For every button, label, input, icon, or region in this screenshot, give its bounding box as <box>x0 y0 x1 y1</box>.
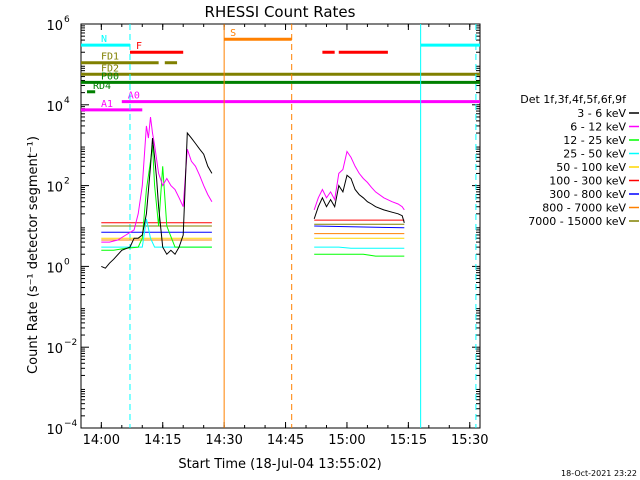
y-tick-exponent: 6 <box>64 15 70 25</box>
legend-label: 800 - 7000 keV <box>542 202 626 215</box>
legend-title: Det 1f,3f,4f,5f,6f,9f <box>520 93 627 106</box>
annotation-label: A1 <box>101 99 113 110</box>
x-tick-label: 14:30 <box>205 433 242 448</box>
legend-label: 3 - 6 keV <box>577 107 626 120</box>
annotation-label: F <box>136 41 142 52</box>
y-tick-label: 10 <box>46 100 63 115</box>
legend-label: 12 - 25 keV <box>563 134 626 147</box>
y-tick-exponent: −4 <box>64 419 78 429</box>
annotation-label: N <box>101 34 107 45</box>
y-tick-exponent: −2 <box>64 338 77 348</box>
legend-label: 300 - 800 keV <box>549 188 626 201</box>
legend-label: 6 - 12 keV <box>570 121 626 134</box>
annotation-label: RD4 <box>93 81 111 92</box>
y-tick-label: 10 <box>46 261 63 276</box>
x-tick-label: 15:30 <box>451 433 488 448</box>
series-line <box>314 225 405 229</box>
annotation-label: P00 <box>101 71 119 82</box>
annotation-label: S <box>230 28 236 39</box>
y-tick-label: 10 <box>46 19 63 34</box>
x-tick-label: 14:00 <box>83 433 120 448</box>
annotation-label: FD1 <box>101 52 119 63</box>
series-line <box>101 131 213 269</box>
x-tick-label: 14:15 <box>144 433 181 448</box>
series-group <box>101 116 405 269</box>
y-tick-exponent: 2 <box>64 177 70 187</box>
y-axis-label: Count Rate (s⁻¹ detector segment⁻¹) <box>26 136 41 374</box>
series-line <box>101 145 212 251</box>
legend-label: 25 - 50 keV <box>563 148 626 161</box>
y-tick-label: 10 <box>46 423 63 438</box>
y-tick-exponent: 0 <box>64 257 70 267</box>
x-tick-label: 14:45 <box>267 433 304 448</box>
x-tick-label: 15:15 <box>390 433 427 448</box>
footer-timestamp: 18-Oct-2021 23:22 <box>561 469 637 478</box>
legend-label: 100 - 300 keV <box>549 175 626 188</box>
plot-frame <box>80 23 481 429</box>
x-axis-label: Start Time (18-Jul-04 13:55:02) <box>178 457 381 472</box>
chart-title: RHESSI Count Rates <box>205 3 356 21</box>
y-tick-label: 10 <box>46 342 63 357</box>
y-tick-label: 10 <box>46 181 63 196</box>
annotation-label: FD2 <box>101 63 119 74</box>
series-line <box>314 246 405 249</box>
series-line <box>313 174 405 223</box>
legend-label: 7000 - 15000 keV <box>528 215 626 228</box>
series-line <box>313 150 405 211</box>
x-tick-label: 15:00 <box>328 433 365 448</box>
series-line <box>314 253 405 257</box>
series-line <box>101 116 213 243</box>
legend-label: 50 - 100 keV <box>556 161 626 174</box>
annotation-label: A0 <box>128 91 140 102</box>
y-tick-exponent: 4 <box>64 96 70 106</box>
